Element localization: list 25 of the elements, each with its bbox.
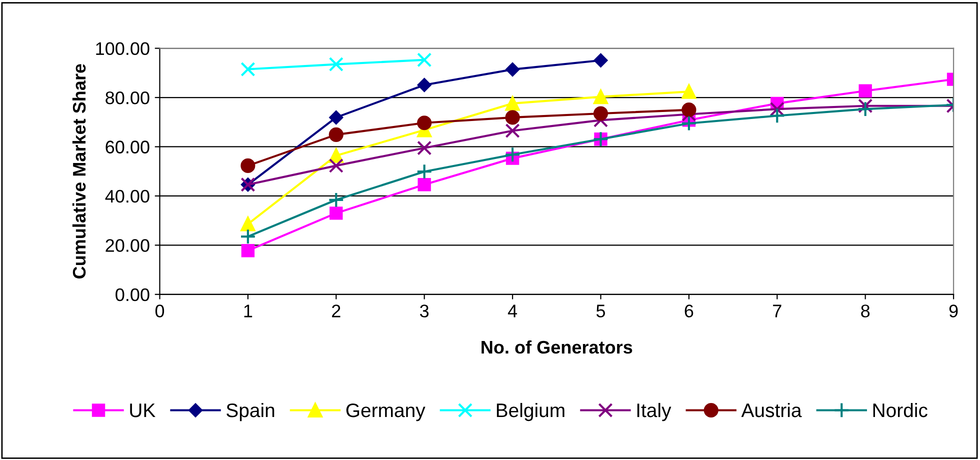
x-tick-label: 0: [155, 304, 164, 318]
y-tick-label: 40.00: [105, 190, 150, 203]
legend-label: Germany: [346, 403, 426, 422]
x-tick-label: 6: [684, 304, 694, 318]
y-axis-title: Cumulative Market Share: [72, 64, 86, 278]
legend-label: Austria: [741, 402, 802, 418]
legend-label: Italy: [637, 402, 672, 422]
x-tick-label: 9: [949, 304, 958, 318]
legend-label: UK: [130, 404, 156, 418]
legend-label: Belgium: [496, 402, 564, 422]
x-tick-label: 1: [244, 304, 252, 318]
x-axis-title: No. of Generators: [482, 340, 632, 354]
y-tick-label: 0.00: [116, 288, 150, 302]
x-tick-label: 7: [773, 304, 782, 318]
x-tick-label: 4: [508, 304, 518, 318]
x-tick-label: 3: [420, 304, 429, 318]
x-tick-label: 5: [596, 304, 606, 318]
y-tick-label: 60.00: [106, 140, 150, 154]
y-tick-label: 100.00: [96, 42, 150, 56]
legend-label: Spain: [226, 402, 274, 422]
y-tick-label: 80.00: [106, 91, 150, 104]
y-tick-label: 20.00: [106, 239, 150, 252]
x-tick-label: 2: [332, 304, 340, 318]
legend-label: Nordic: [873, 402, 928, 418]
x-tick-label: 8: [861, 304, 870, 318]
